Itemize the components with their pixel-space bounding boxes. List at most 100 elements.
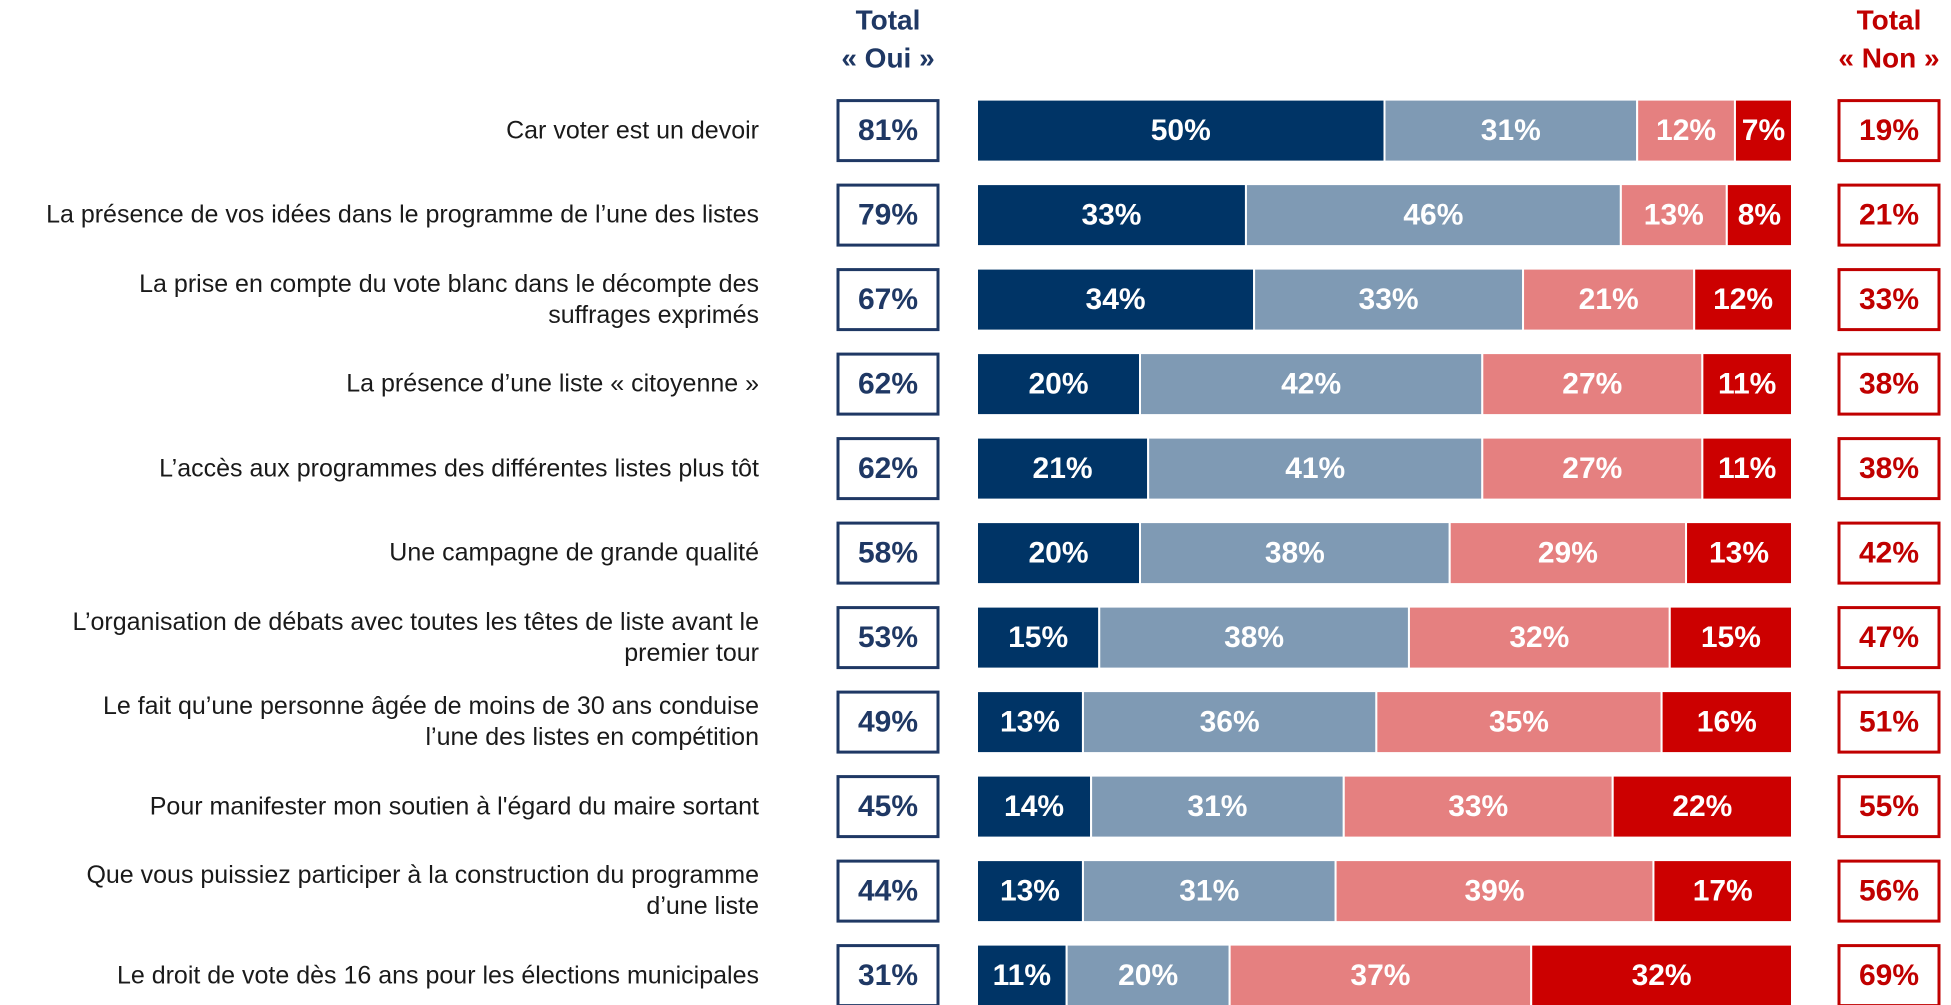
bar-segment	[1481, 436, 1704, 501]
bar-segment	[1407, 605, 1671, 670]
bar-label: 31%	[1179, 875, 1239, 908]
total-label: 49%	[858, 706, 918, 739]
category-label: Car voter est un devoir	[506, 116, 759, 145]
bar-label: 12%	[1656, 114, 1716, 147]
category-label: La prise en compte du vote blanc dans le…	[139, 269, 759, 329]
total-label: 51%	[1859, 706, 1919, 739]
bar-label: 33%	[1448, 790, 1508, 823]
bar-segment	[1098, 605, 1410, 670]
bar-label: 35%	[1489, 706, 1549, 739]
total-box	[1837, 183, 1941, 247]
bar-segment	[976, 943, 1068, 1005]
total-label: 42%	[1859, 537, 1919, 570]
bar-label: 15%	[1701, 621, 1761, 654]
bar-label: 36%	[1200, 706, 1260, 739]
bar-label: 12%	[1713, 283, 1773, 316]
category-label: L’organisation de débats avec toutes les…	[72, 607, 759, 667]
bar-label: 8%	[1738, 199, 1781, 232]
total-title: Total	[856, 5, 921, 36]
total-label: 21%	[1859, 199, 1919, 232]
total-label: 67%	[858, 283, 918, 316]
bar-label: 37%	[1350, 959, 1410, 992]
bar-label: 33%	[1359, 283, 1419, 316]
bar-label: 29%	[1538, 537, 1598, 570]
bar-segment	[1701, 436, 1793, 501]
bar-segment	[1228, 943, 1533, 1005]
total-title: « Non »	[1838, 43, 1939, 74]
total-box	[1837, 690, 1941, 754]
total-box	[836, 183, 940, 247]
bar-label: 33%	[1081, 199, 1141, 232]
category-label: La présence de vos idées dans le program…	[46, 200, 759, 229]
bar-segment	[976, 267, 1256, 332]
total-box	[836, 99, 940, 163]
bar-label: 32%	[1509, 621, 1569, 654]
total-label: 47%	[1859, 621, 1919, 654]
total-label: 44%	[858, 875, 918, 908]
bar-segment	[976, 859, 1084, 924]
total-label: 38%	[1859, 452, 1919, 485]
total-box	[1837, 944, 1941, 1005]
total-label: 55%	[1859, 790, 1919, 823]
bar-segment	[1660, 690, 1793, 755]
bar-label: 41%	[1285, 452, 1345, 485]
total-title: Total	[1857, 5, 1922, 36]
bar-segment	[976, 183, 1247, 248]
bar-label: 31%	[1481, 114, 1541, 147]
total-box	[1837, 99, 1941, 163]
category-label: Une campagne de grande qualité	[389, 538, 759, 567]
bar-segment	[1334, 859, 1655, 924]
bar-segment	[1611, 774, 1793, 839]
total-label: 31%	[858, 959, 918, 992]
bar-label: 15%	[1008, 621, 1068, 654]
category-label: Le droit de vote dès 16 ans pour les éle…	[116, 961, 759, 990]
bar-segment	[1685, 521, 1794, 586]
bar-label: 14%	[1004, 790, 1064, 823]
bar-label: 27%	[1562, 452, 1622, 485]
category-label: La présence d’une liste « citoyenne »	[346, 369, 759, 398]
bar-segment	[1481, 352, 1704, 417]
bar-label: 22%	[1672, 790, 1732, 823]
total-label: 58%	[858, 537, 918, 570]
bar-label: 21%	[1579, 283, 1639, 316]
bar-label: 38%	[1224, 621, 1284, 654]
bar-label: 11%	[993, 959, 1051, 992]
total-box	[1837, 606, 1941, 670]
total-box	[836, 859, 940, 923]
bar-label: 11%	[1718, 452, 1776, 485]
bar-label: 13%	[1709, 537, 1769, 570]
total-box	[1837, 352, 1941, 416]
bar-label: 50%	[1151, 114, 1211, 147]
bar-segment	[1530, 943, 1793, 1005]
bar-segment	[1725, 183, 1794, 248]
total-label: 53%	[858, 621, 918, 654]
bar-label: 21%	[1033, 452, 1093, 485]
bar-segment	[1081, 859, 1337, 924]
bar-segment	[1383, 98, 1639, 163]
bar-label: 46%	[1403, 199, 1463, 232]
bar-segment	[1733, 98, 1793, 163]
total-label: 62%	[858, 452, 918, 485]
total-box	[836, 775, 940, 839]
bar-label: 17%	[1693, 875, 1753, 908]
bar-label: 27%	[1562, 368, 1622, 401]
total-label: 38%	[1859, 368, 1919, 401]
bar-label: 11%	[1718, 368, 1776, 401]
bar-label: 13%	[1000, 706, 1060, 739]
bar-segment	[1244, 183, 1622, 248]
bar-label: 16%	[1697, 706, 1757, 739]
bar-label: 38%	[1265, 537, 1325, 570]
total-box	[836, 521, 940, 585]
total-box	[836, 437, 940, 501]
category-label: Que vous puissiez participer à la constr…	[86, 861, 759, 921]
bar-segment	[976, 605, 1101, 670]
bar-segment	[1090, 774, 1345, 839]
bar-segment	[1619, 183, 1728, 248]
bar-label: 20%	[1118, 959, 1178, 992]
bar-segment	[1253, 267, 1525, 332]
bar-label: 20%	[1028, 368, 1088, 401]
total-box	[1837, 859, 1941, 923]
bar-segment	[1636, 98, 1736, 163]
